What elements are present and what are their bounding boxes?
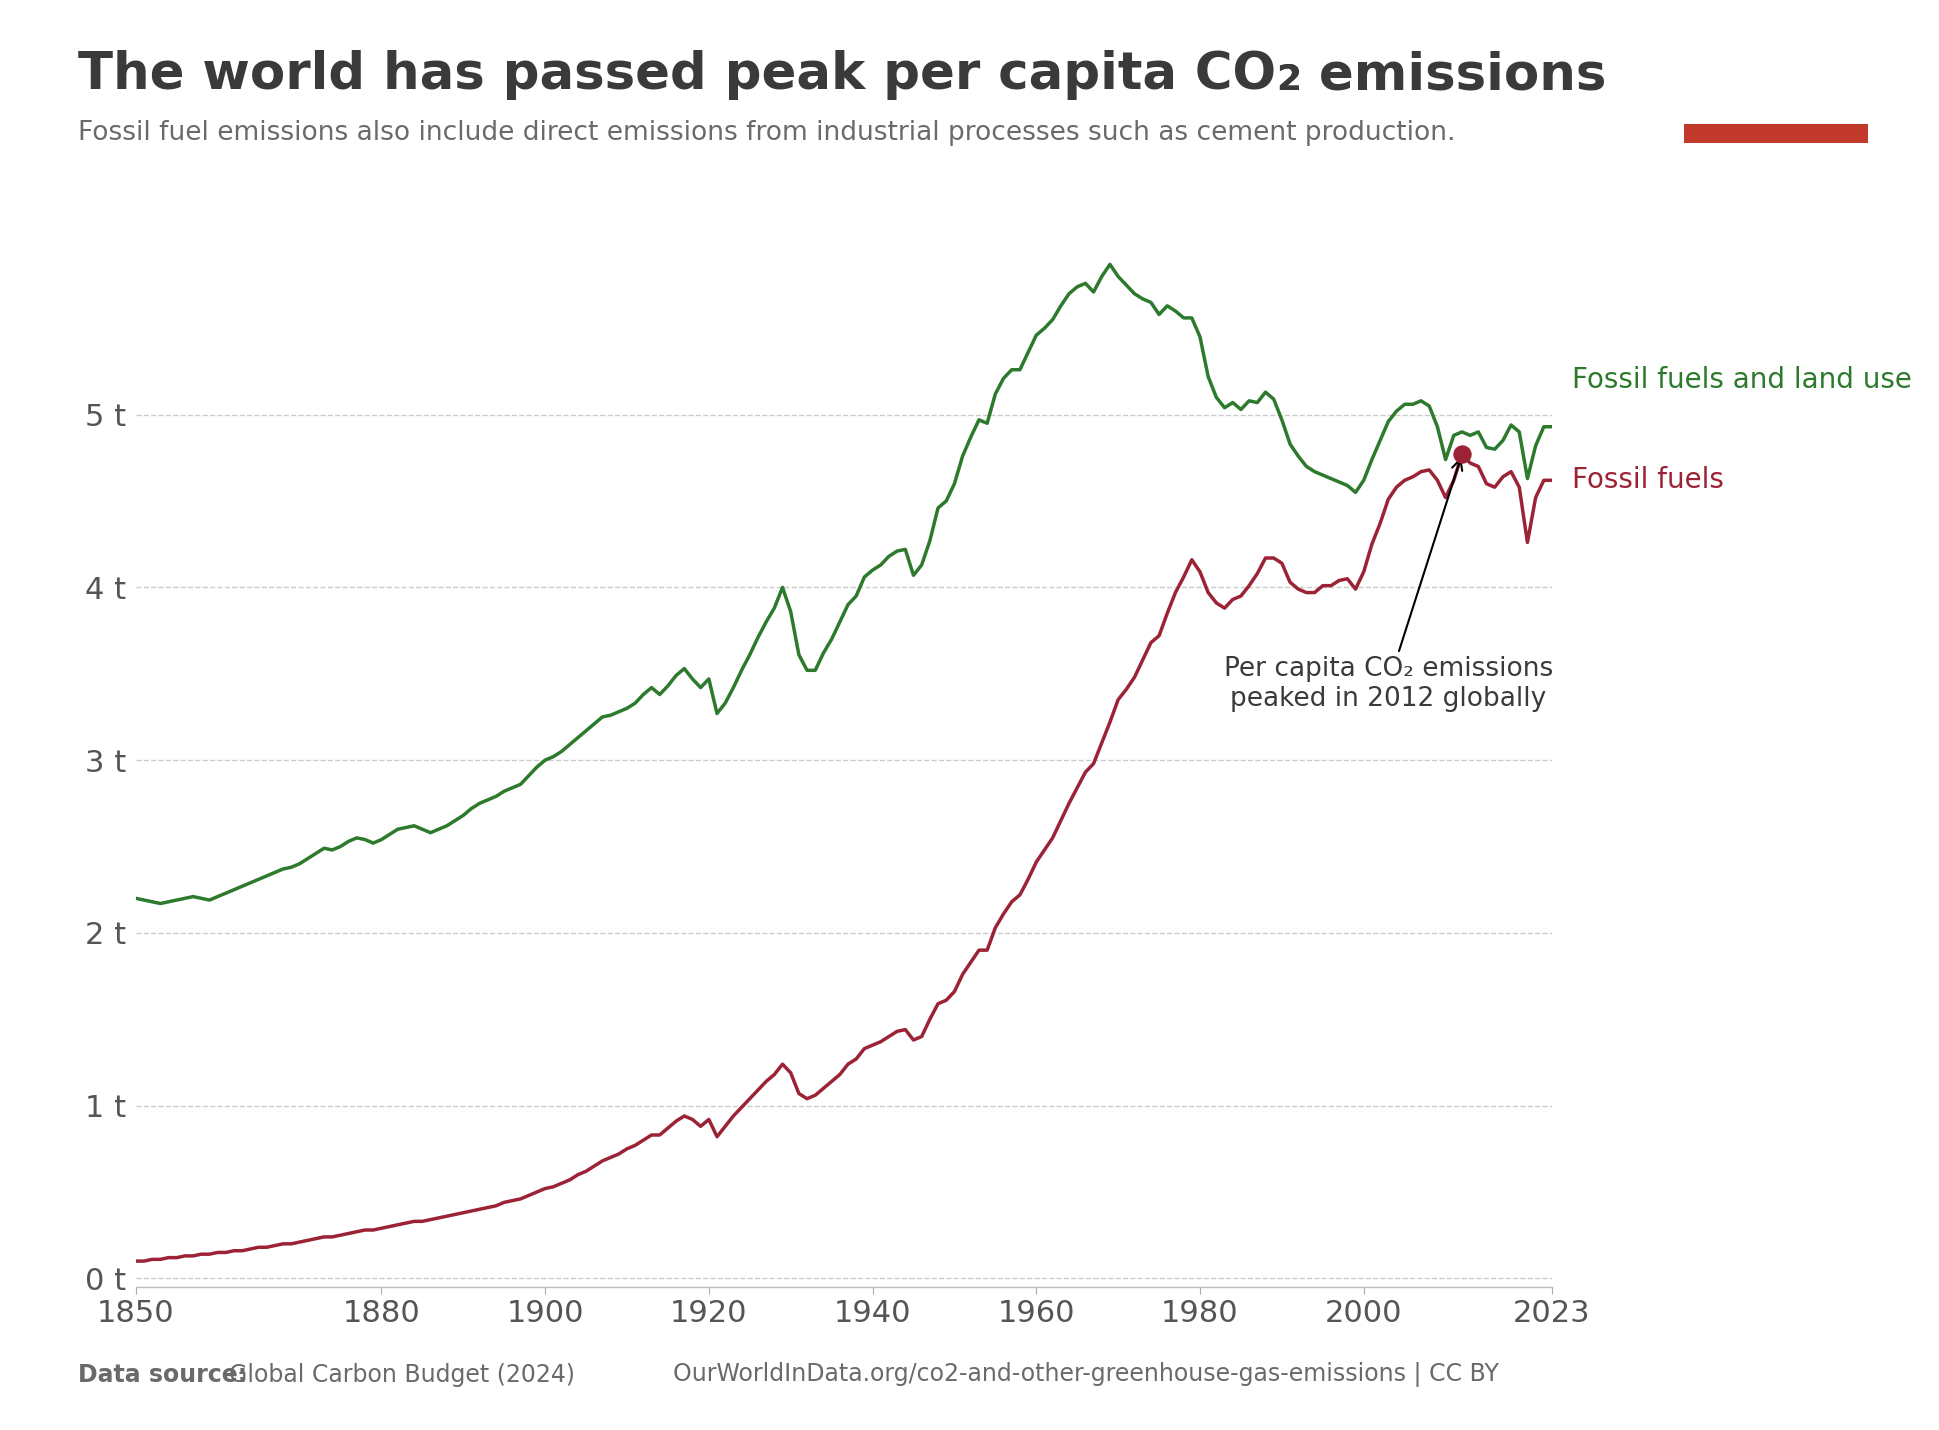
Point <box>1446 443 1478 466</box>
Text: Data source:: Data source: <box>78 1363 254 1387</box>
Text: emissions: emissions <box>1301 50 1605 100</box>
Text: Fossil fuel emissions also include direct emissions from industrial processes su: Fossil fuel emissions also include direc… <box>78 120 1454 146</box>
Text: Per capita CO₂ emissions
peaked in 2012 globally: Per capita CO₂ emissions peaked in 2012 … <box>1224 459 1551 712</box>
Text: Our World: Our World <box>1716 49 1834 69</box>
Text: Global Carbon Budget (2024): Global Carbon Budget (2024) <box>229 1363 574 1387</box>
Text: in Data: in Data <box>1733 84 1817 104</box>
Text: Fossil fuels and land use: Fossil fuels and land use <box>1573 366 1912 395</box>
Text: 2: 2 <box>1276 63 1301 97</box>
Text: 2: 2 <box>1276 63 1301 97</box>
Text: The world has passed peak per capita CO: The world has passed peak per capita CO <box>78 50 1276 100</box>
Text: Fossil fuels: Fossil fuels <box>1573 466 1724 495</box>
Text: OurWorldInData.org/co2-and-other-greenhouse-gas-emissions | CC BY: OurWorldInData.org/co2-and-other-greenho… <box>673 1363 1499 1387</box>
Bar <box>1683 124 1867 143</box>
